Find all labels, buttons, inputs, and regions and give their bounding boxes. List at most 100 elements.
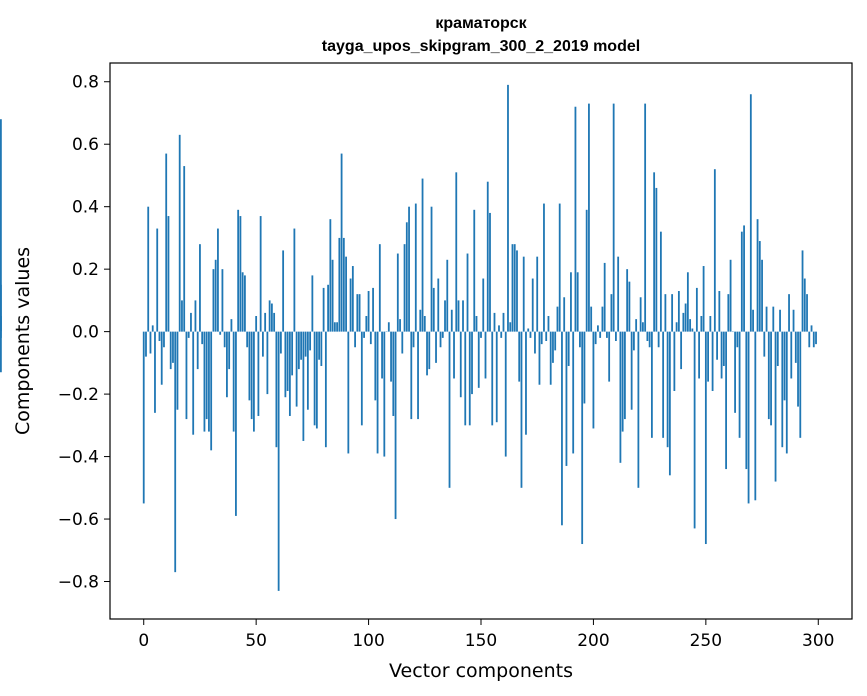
bar-121 [414,203,417,332]
bar-201 [594,331,597,345]
bar-290 [794,331,797,363]
bar-66 [291,331,294,376]
bar-246 [695,287,698,332]
bar-100 [367,291,370,332]
bar-145 [468,331,471,426]
bar-23 [194,300,197,332]
x-tick-label-100: 100 [352,631,384,651]
bar-251 [707,331,709,382]
bar-198 [588,103,590,332]
bar-232 [664,294,667,332]
bar-84 [331,259,334,332]
bar-235 [671,294,674,332]
bar-210 [615,331,617,341]
bar-258 [722,331,725,366]
bar-50 [255,316,258,332]
bar-292 [799,331,802,438]
bar-236 [673,331,676,391]
bar-227 [653,172,656,332]
bar-65 [288,331,291,416]
bar-184 [556,306,559,332]
bar-231 [662,331,665,438]
bar-1 [145,331,147,357]
bar-36 [223,331,226,348]
bar-undefined [0,331,2,373]
bar-129 [432,287,435,332]
bar-222 [641,322,644,332]
bar-293 [801,250,804,332]
bar-104 [376,331,379,454]
bar-61 [279,331,282,354]
bar-22 [192,331,195,435]
bar-265 [738,331,741,438]
y-tick-label-4: 0.0 [72,323,99,343]
bar-253 [711,331,714,391]
bar-294 [803,278,806,332]
bar-86 [336,322,338,332]
bar-187 [563,297,566,332]
bar-88 [340,153,343,332]
bar-266 [740,231,743,332]
bar-245 [693,331,696,529]
bar-172 [529,331,532,338]
bar-199 [590,306,593,332]
bar-298 [812,331,815,348]
bar-220 [637,331,640,488]
y-tick-label-2: −0.4 [58,448,99,468]
bar-48 [250,331,253,420]
bar-120 [412,331,415,348]
bar-226 [650,331,653,438]
bar-195 [581,331,584,545]
bar-180 [547,316,550,332]
bar-192 [574,106,577,332]
bar-33 [217,228,219,332]
bar-276 [763,331,766,357]
bar-225 [648,331,651,348]
bar-151 [482,278,485,332]
bar-279 [770,331,772,426]
chart-title: краматорск [435,15,527,32]
bar-40 [232,331,235,432]
bar-221 [639,297,642,332]
bar-186 [561,331,563,526]
bar-70 [300,331,303,360]
bar-244 [691,328,694,332]
x-tick-label-50: 50 [245,631,267,651]
bar-268 [745,331,748,470]
bar-150 [480,331,482,338]
bar-280 [772,306,775,332]
bar-46 [246,331,249,348]
x-tick-label-250: 250 [690,631,722,651]
bar-97 [360,331,363,426]
bar-122 [417,331,419,420]
bar-197 [585,209,588,332]
bar-185 [558,203,561,332]
bar-4 [151,325,154,332]
bar-264 [736,331,739,348]
bar-118 [408,206,410,332]
axes-group: 0 50 100 150 200 250 300 −0.8 −0.6 −0.4 −0.2 0.0 0.2… [58,73,835,651]
bar-82 [327,284,329,332]
bar-239 [680,331,683,370]
bar-241 [684,303,687,332]
bar-123 [419,309,422,332]
bar-39 [230,319,233,332]
bar-116 [403,244,406,332]
bar-105 [378,244,381,332]
bar-103 [374,331,377,401]
bar-285 [783,331,786,401]
bar-182 [552,331,554,363]
bar-11 [167,216,170,332]
bar-5 [154,331,156,413]
bar-196 [583,331,586,404]
bar-139 [455,172,458,332]
bar-291 [797,331,799,407]
bar-95 [356,294,359,332]
x-tick-label-150: 150 [465,631,497,651]
bar-230 [659,231,662,332]
bar-240 [682,312,685,332]
bar-60 [277,331,280,591]
bar-147 [473,209,476,332]
bar-3 [149,331,152,354]
bar-42 [237,209,240,332]
